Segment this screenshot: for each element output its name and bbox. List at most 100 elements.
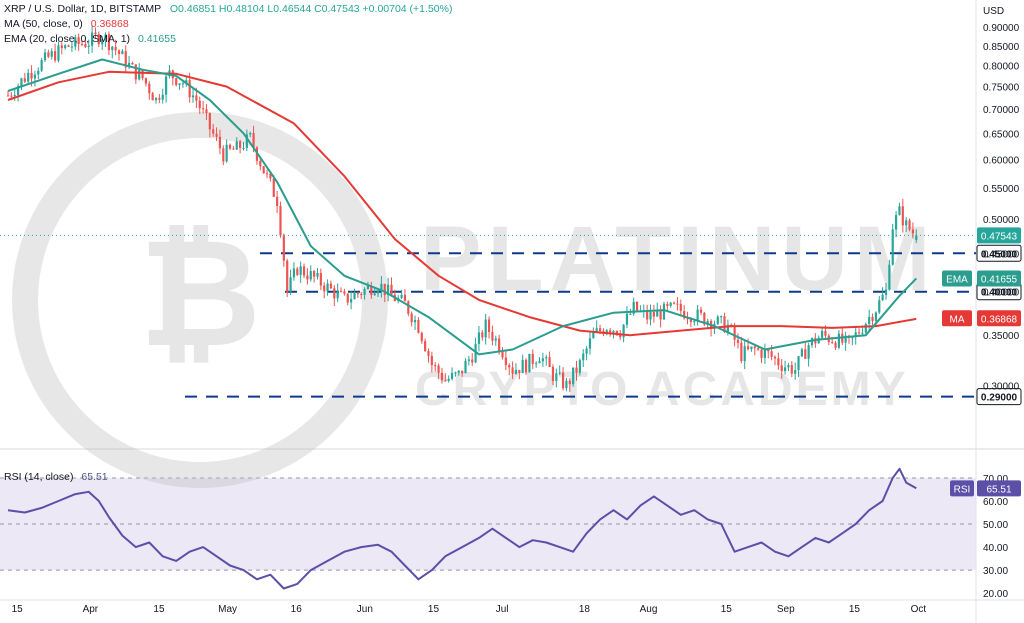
candle-body	[316, 273, 319, 277]
watermark-text-line1: PLATINUM	[420, 208, 936, 310]
candle-body	[154, 97, 158, 101]
candle-body	[87, 45, 90, 47]
candle-body	[212, 129, 215, 134]
price-tick-label: 0.45000	[983, 249, 1020, 260]
candle-body	[662, 303, 666, 320]
candle-body	[770, 351, 773, 357]
candle-body	[696, 309, 699, 322]
candle-body	[390, 284, 393, 295]
candle-body	[615, 330, 618, 335]
candle-body	[773, 356, 777, 359]
candle-body	[420, 332, 423, 342]
candle-body	[528, 353, 531, 373]
candle-body	[491, 332, 494, 341]
candle-body	[646, 310, 649, 320]
candle-body	[467, 359, 470, 361]
candle-body	[30, 72, 33, 79]
candle-body	[750, 346, 753, 350]
candle-body	[706, 320, 709, 325]
level-tag-0.40000: 0.40000	[981, 288, 1018, 299]
candle-body	[299, 266, 302, 275]
candle-body	[198, 100, 201, 109]
candle-body	[403, 294, 407, 302]
rsi-tag-value: 65.51	[986, 484, 1011, 495]
rsi-tag-value-box	[977, 480, 1021, 497]
candle-body	[366, 285, 370, 289]
level-tag-box	[976, 388, 1022, 406]
candle-body	[235, 141, 238, 150]
candle-body	[854, 332, 857, 338]
candle-body	[555, 373, 558, 381]
legend-symbol-row: XRP / U.S. Dollar, 1D, BITSTAMP O0.46851…	[4, 3, 452, 15]
candle-body	[632, 301, 635, 314]
ma-50-line	[7, 70, 917, 337]
watermark-logo-ring	[12, 112, 388, 488]
candle-body	[736, 339, 740, 343]
candle-body	[43, 52, 47, 61]
candle-body	[222, 148, 225, 162]
candle-body	[464, 360, 467, 374]
candle-body	[703, 312, 706, 325]
candle-body	[844, 335, 847, 343]
candle-body	[461, 370, 464, 374]
price-tick-label: 0.50000	[983, 215, 1020, 226]
candle-body	[484, 319, 487, 338]
candle-body	[339, 290, 343, 292]
x-tick-label: 15	[849, 604, 861, 615]
candle-body	[851, 337, 854, 339]
candle-body	[376, 290, 380, 294]
price-tick-label: 0.35000	[983, 331, 1020, 342]
candle-body	[94, 32, 97, 35]
candle-body	[884, 289, 888, 295]
candle-body	[60, 45, 63, 48]
candle-body	[107, 34, 111, 51]
candle-body	[693, 321, 696, 323]
legend-ema-value: 0.41655	[137, 33, 176, 45]
candle-body	[262, 166, 265, 174]
legend-ema-label: EMA (20, close, 0, SMA, 1)	[4, 33, 131, 45]
x-tick-label: 18	[579, 604, 591, 615]
candle-body	[531, 353, 534, 364]
legend-ema-row[interactable]: EMA (20, close, 0, SMA, 1) 0.41655	[4, 33, 176, 45]
candle-body	[790, 365, 793, 374]
candle-body	[447, 378, 450, 381]
rsi-line	[7, 467, 917, 590]
level-tag-0.45000: 0.45000	[981, 249, 1018, 260]
candle-body	[336, 290, 339, 299]
candle-body	[767, 349, 770, 352]
rsi-tick-label: 50.00	[983, 520, 1008, 531]
watermark-text-line2: CRYPTO ACADEMY	[415, 363, 909, 416]
candle-body	[245, 134, 248, 148]
candle-body	[33, 74, 37, 79]
price-layer	[0, 25, 976, 398]
candle-body	[699, 309, 703, 313]
candle-body	[289, 277, 292, 292]
legend-rsi-row[interactable]: RSI (14, close) 65.51	[4, 471, 108, 483]
candle-body	[635, 301, 639, 311]
x-tick-label: May	[218, 604, 237, 615]
legend-ma-row[interactable]: MA (50, close, 0) 0.36868	[4, 18, 129, 30]
candle-body	[97, 34, 100, 45]
indicator-tag-value-box	[977, 270, 1021, 287]
last-price-tag-box	[977, 227, 1021, 244]
candle-body	[47, 52, 50, 57]
indicator-tag-value: 0.36868	[981, 314, 1018, 325]
candle-body	[54, 51, 57, 61]
axis-layer: 0.45000 0.40000 0.29000 USD 0.90000 0.85000 0.…	[12, 6, 1022, 615]
candle-body	[228, 144, 232, 149]
candle-body	[595, 328, 598, 333]
candle-body	[760, 349, 763, 358]
indicator-tag-value-box	[977, 310, 1021, 327]
x-tick-label: 15	[721, 604, 733, 615]
legend-symbol: XRP / U.S. Dollar, 1D, BITSTAMP	[4, 3, 161, 15]
candle-body	[239, 141, 242, 148]
candle-body	[471, 359, 474, 363]
candle-body	[807, 345, 810, 359]
candle-body	[313, 271, 316, 277]
candle-body	[871, 316, 874, 321]
candle-body	[202, 108, 205, 110]
candle-body	[578, 360, 581, 373]
x-tick-label: Aug	[640, 604, 658, 615]
